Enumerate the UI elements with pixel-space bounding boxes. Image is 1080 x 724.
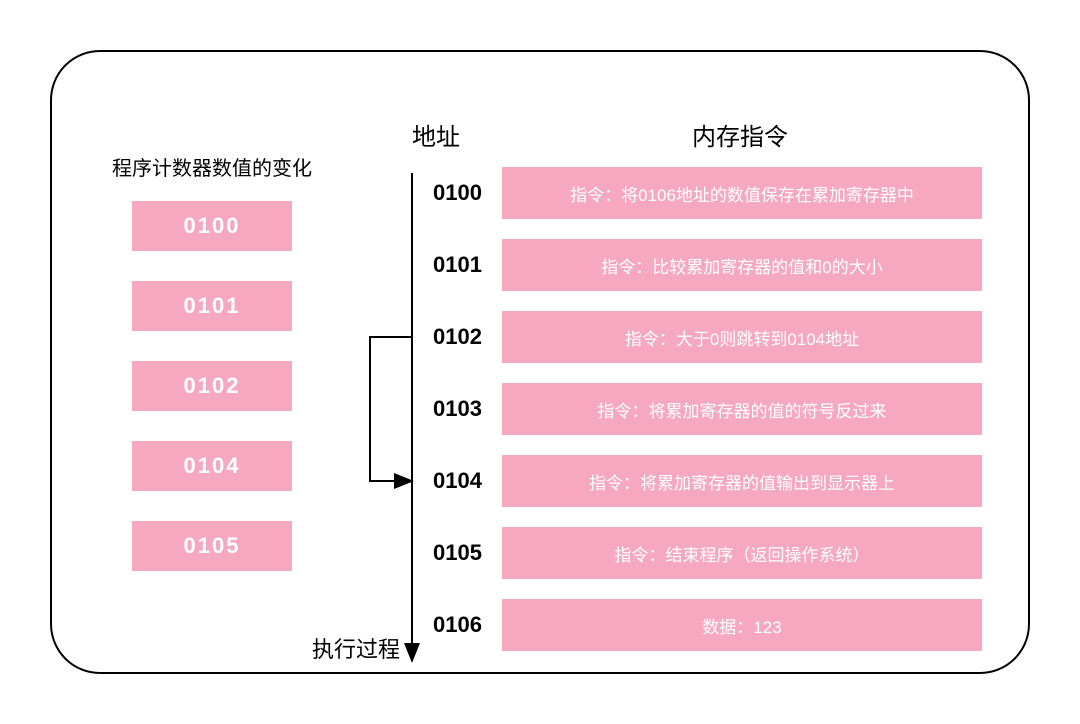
memory-row-0105: 0105 指令：结束程序（返回操作系统） — [422, 527, 982, 579]
memory-row-0103: 0103 指令：将累加寄存器的值的符号反过来 — [422, 383, 982, 435]
memory-row-0100: 0100 指令：将0106地址的数值保存在累加寄存器中 — [422, 167, 982, 219]
memory-header: 内存指令 — [692, 117, 788, 152]
exec-label: 执行过程 — [312, 632, 400, 664]
address-label: 0101 — [422, 252, 482, 278]
memory-row-0101: 0101 指令：比较累加寄存器的值和0的大小 — [422, 239, 982, 291]
address-header: 地址 — [412, 117, 460, 152]
counter-title: 程序计数器数值的变化 — [112, 152, 312, 181]
instruction-box: 指令：大于0则跳转到0104地址 — [502, 311, 982, 363]
address-label: 0104 — [422, 468, 482, 494]
address-label: 0105 — [422, 540, 482, 566]
instruction-box: 数据：123 — [502, 599, 982, 651]
counter-value-1: 0101 — [132, 281, 292, 331]
counter-value-0: 0100 — [132, 201, 292, 251]
memory-row-0102: 0102 指令：大于0则跳转到0104地址 — [422, 311, 982, 363]
counter-value-4: 0105 — [132, 521, 292, 571]
instruction-box: 指令：将0106地址的数值保存在累加寄存器中 — [502, 167, 982, 219]
memory-row-0104: 0104 指令：将累加寄存器的值输出到显示器上 — [422, 455, 982, 507]
instruction-box: 指令：比较累加寄存器的值和0的大小 — [502, 239, 982, 291]
address-label: 0102 — [422, 324, 482, 350]
address-label: 0100 — [422, 180, 482, 206]
address-label: 0103 — [422, 396, 482, 422]
instruction-box: 指令：结束程序（返回操作系统） — [502, 527, 982, 579]
address-label: 0106 — [422, 612, 482, 638]
memory-row-0106: 0106 数据：123 — [422, 599, 982, 651]
instruction-box: 指令：将累加寄存器的值输出到显示器上 — [502, 455, 982, 507]
counter-value-3: 0104 — [132, 441, 292, 491]
counter-value-2: 0102 — [132, 361, 292, 411]
counter-section: 程序计数器数值的变化 0100 0101 0102 0104 0105 — [112, 152, 312, 601]
diagram-frame: 程序计数器数值的变化 01000101010201040105 地址 内存指令 … — [50, 50, 1030, 674]
instruction-box: 指令：将累加寄存器的值的符号反过来 — [502, 383, 982, 435]
